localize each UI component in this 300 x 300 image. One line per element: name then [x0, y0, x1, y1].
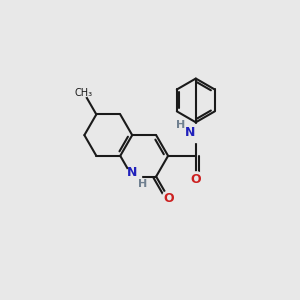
Text: CH₃: CH₃: [75, 88, 93, 98]
Text: N: N: [127, 166, 137, 179]
Text: H: H: [138, 179, 147, 189]
Text: O: O: [163, 191, 174, 205]
Text: N: N: [185, 126, 196, 139]
Text: O: O: [190, 173, 201, 186]
Text: H: H: [176, 120, 185, 130]
